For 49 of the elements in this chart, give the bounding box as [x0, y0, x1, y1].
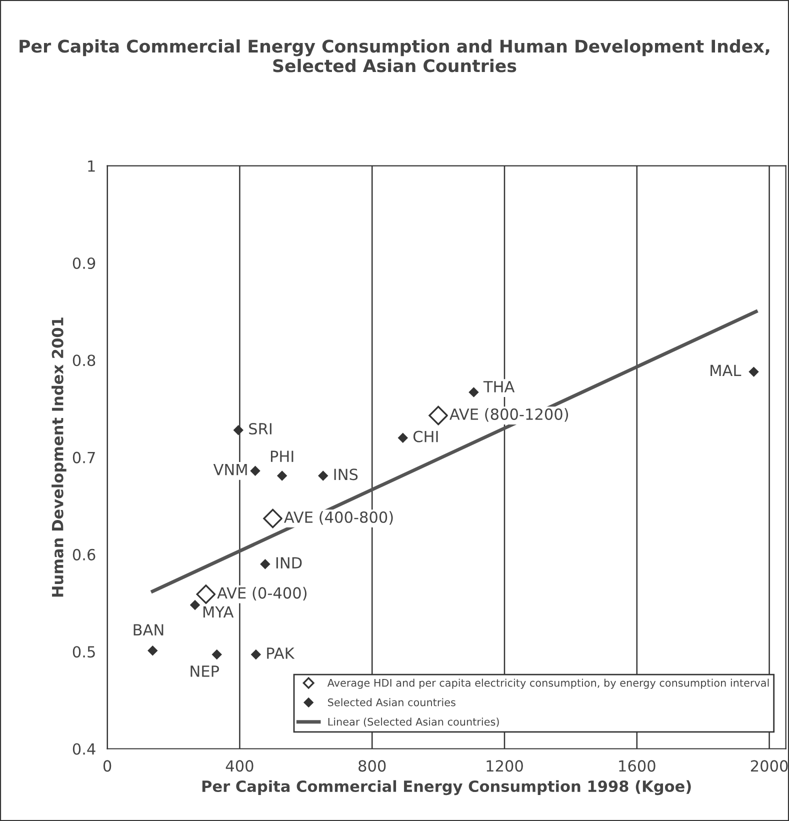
annotation: PAK: [267, 648, 295, 659]
point: [251, 650, 261, 660]
x-tick-label: 1600: [619, 760, 656, 772]
legend-label: Selected Asian countries: [328, 698, 456, 706]
annotation: BAN: [134, 624, 164, 636]
point: [277, 470, 287, 481]
point: [318, 470, 328, 481]
point: [212, 650, 222, 660]
annotation: AVE (800-1200): [450, 408, 568, 422]
y-tick-label: 0.9: [72, 257, 96, 270]
point: [748, 367, 758, 377]
chart-title: Per Capita Commercial Energy Consumption and Human Development Index, Selected Asian Countries: [20, 39, 770, 72]
point: [398, 433, 408, 443]
point: [190, 600, 200, 610]
point: [148, 646, 158, 656]
legend-label: Linear (Selected Asian countries): [328, 718, 499, 727]
annotation: IND: [276, 557, 302, 568]
y-tick-label: 0.4: [72, 743, 96, 755]
point: [468, 387, 478, 397]
annotation: CHI: [413, 430, 438, 442]
point: [196, 584, 216, 604]
y-axis-title: Human Development Index 2001: [52, 318, 66, 597]
x-tick-label: 0: [103, 760, 112, 772]
y-tick-label: 0.8: [72, 354, 96, 366]
y-tick-label: 0.7: [72, 452, 95, 464]
annotation: PHI: [270, 450, 294, 462]
y-tick-label: 0.6: [72, 548, 96, 560]
annotation: MAL: [710, 364, 742, 376]
annotation: THA: [483, 381, 515, 392]
point: [234, 425, 244, 435]
x-tick-label: 800: [358, 760, 386, 772]
point: [260, 559, 270, 569]
x-tick-label: 400: [226, 760, 254, 772]
point: [428, 406, 448, 426]
annotation: VNM: [213, 464, 247, 476]
y-tick-label: 0.5: [72, 646, 95, 658]
x-axis-title: Per Capita Commercial Energy Consumption 1998 (Kgoe): [202, 780, 691, 796]
annotation: AVE (0-400): [217, 586, 306, 601]
point: [250, 466, 260, 476]
annotation: INS: [334, 468, 358, 480]
point: [263, 508, 282, 528]
annotation: MYA: [203, 606, 234, 618]
annotation: AVE (400-800): [284, 511, 393, 525]
x-tick-label: 2000: [750, 760, 788, 772]
x-tick-label: 1200: [486, 760, 523, 772]
annotation: NEP: [190, 666, 219, 677]
annotation: SRI: [249, 422, 272, 435]
legend-label: Average HDI and per capita electricity consumption, by energy consumption interval: [327, 678, 769, 689]
y-tick-label: 1: [88, 160, 95, 172]
